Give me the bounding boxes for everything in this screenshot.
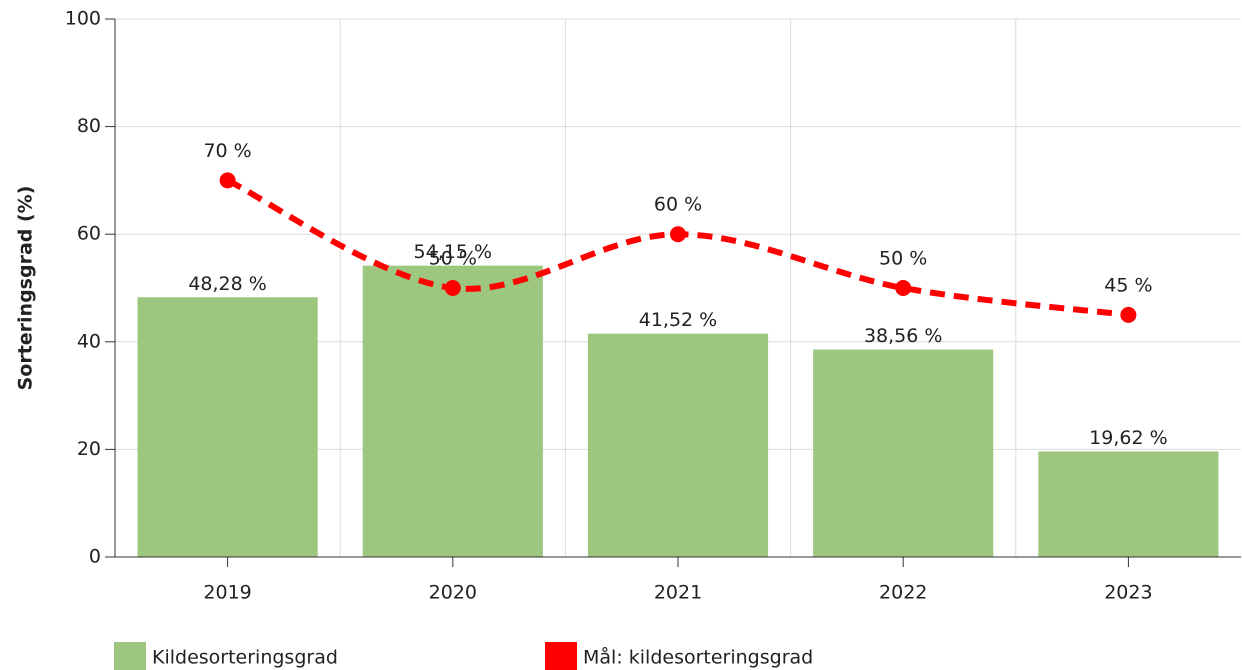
line-marker bbox=[1120, 306, 1137, 323]
bar bbox=[137, 297, 318, 557]
x-tick-label: 2020 bbox=[429, 582, 477, 604]
x-tick-label: 2019 bbox=[203, 582, 251, 604]
bar-value-label: 41,52 % bbox=[639, 309, 718, 331]
y-tick-label: 80 bbox=[77, 115, 101, 137]
bar bbox=[1038, 451, 1219, 557]
line-marker bbox=[895, 280, 912, 296]
y-axis-title: Sorteringsgrad (%) bbox=[15, 186, 37, 391]
line-marker bbox=[219, 172, 236, 189]
legend-swatch bbox=[114, 642, 146, 670]
y-tick-label: 0 bbox=[89, 546, 101, 568]
bar-value-label: 48,28 % bbox=[188, 273, 267, 295]
bar-value-label: 19,62 % bbox=[1089, 427, 1168, 449]
line-value-label: 60 % bbox=[654, 194, 702, 216]
y-tick-label: 20 bbox=[77, 438, 101, 460]
line-value-label: 45 % bbox=[1104, 274, 1152, 296]
bar bbox=[587, 333, 769, 557]
line-value-label: 70 % bbox=[203, 140, 251, 162]
x-tick-label: 2022 bbox=[879, 582, 927, 604]
x-tick-label: 2023 bbox=[1104, 582, 1152, 604]
y-tick-label: 100 bbox=[65, 8, 101, 30]
y-tick-label: 40 bbox=[77, 330, 101, 352]
legend-label: Mål: kildesorteringsgrad bbox=[583, 646, 813, 669]
legend-swatch bbox=[545, 642, 577, 670]
bar-value-label: 54,15 % bbox=[414, 241, 493, 263]
line-marker bbox=[444, 280, 461, 296]
line-value-label: 50 % bbox=[429, 248, 477, 270]
bar bbox=[362, 265, 543, 557]
y-tick-label: 60 bbox=[77, 223, 101, 245]
legend-label: Kildesorteringsgrad bbox=[152, 647, 338, 669]
bar bbox=[813, 349, 994, 557]
line-value-label: 50 % bbox=[879, 248, 927, 270]
x-tick-label: 2021 bbox=[654, 582, 702, 604]
line-marker bbox=[670, 226, 686, 243]
bar-value-label: 38,56 % bbox=[864, 325, 943, 347]
